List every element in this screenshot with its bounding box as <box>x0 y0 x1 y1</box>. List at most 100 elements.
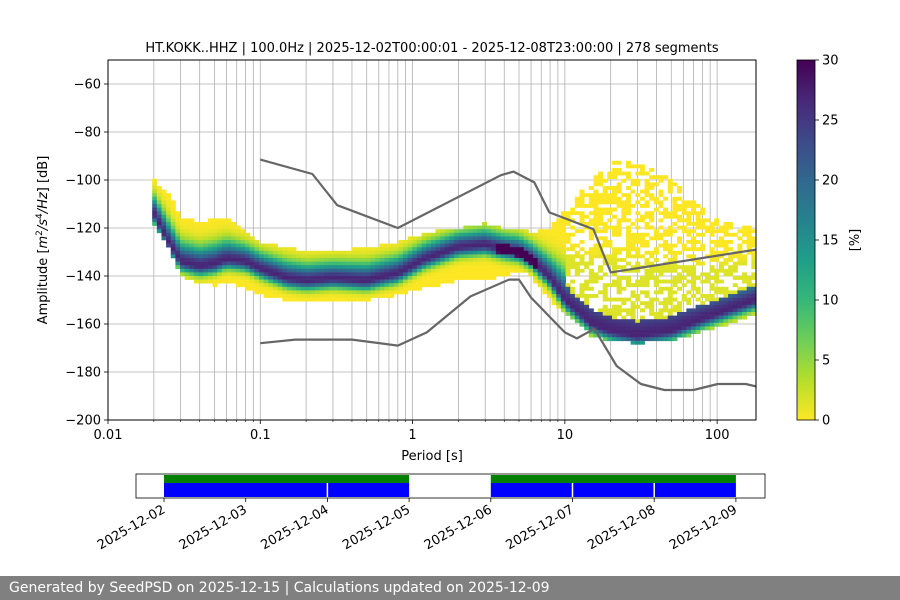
psd-cell <box>598 308 604 313</box>
psd-cell <box>533 279 539 284</box>
psd-cell <box>635 340 641 345</box>
psd-cell <box>653 290 659 295</box>
psd-cell <box>570 247 576 252</box>
psd-cell <box>700 207 706 212</box>
psd-cell <box>509 232 515 237</box>
psd-cell <box>663 240 669 244</box>
psd-cell <box>667 326 673 331</box>
psd-cell <box>649 254 655 259</box>
psd-cell <box>616 326 622 331</box>
psd-cell <box>602 319 608 324</box>
psd-cell <box>723 261 729 266</box>
psd-cell <box>249 254 255 259</box>
psd-cell <box>324 261 330 266</box>
psd-cell <box>226 250 232 255</box>
psd-cell <box>291 261 297 266</box>
psd-cell <box>737 297 743 302</box>
psd-cell <box>351 286 357 291</box>
psd-cell <box>612 225 618 230</box>
psd-cell <box>672 204 678 208</box>
psd-cell <box>537 247 543 252</box>
psd-cell <box>700 308 706 313</box>
psd-cell <box>672 211 678 216</box>
psd-cell <box>551 243 557 248</box>
psd-cell <box>602 211 608 216</box>
psd-cell <box>570 211 576 216</box>
psd-cell <box>523 268 529 273</box>
psd-cell <box>491 236 497 241</box>
psd-cell <box>402 258 409 262</box>
psd-cell <box>226 225 232 230</box>
psd-cell <box>212 247 218 252</box>
psd-cell <box>644 200 650 205</box>
psd-cell <box>519 243 525 248</box>
psd-cell <box>537 276 543 280</box>
psd-cell <box>570 232 576 237</box>
psd-cell <box>421 258 427 262</box>
psd-cell <box>686 265 692 270</box>
psd-cell <box>156 186 162 190</box>
psd-cell <box>579 304 585 309</box>
psd-cell <box>477 243 483 248</box>
psd-cell <box>672 229 678 234</box>
psd-cell <box>663 279 669 284</box>
psd-cell <box>495 261 501 266</box>
psd-cell <box>667 286 673 291</box>
psd-cell <box>217 218 223 223</box>
psd-cell <box>560 236 566 241</box>
psd-cell <box>268 283 274 288</box>
psd-cell <box>700 211 706 216</box>
psd-cell <box>361 258 367 262</box>
psd-cell <box>565 247 571 252</box>
psd-cell <box>630 178 636 183</box>
psd-cell <box>370 254 376 259</box>
y-tick-label: −160 <box>65 318 101 333</box>
psd-cell <box>718 265 724 270</box>
psd-cell <box>468 254 474 259</box>
psd-cell <box>630 222 636 226</box>
psd-cell <box>625 268 631 273</box>
psd-cell <box>681 294 687 298</box>
psd-cell <box>607 308 613 313</box>
psd-cell <box>723 247 729 252</box>
psd-cell <box>384 272 390 277</box>
psd-cell <box>542 254 548 259</box>
psd-cell <box>742 294 748 298</box>
psd-cell <box>491 243 497 248</box>
psd-cell <box>602 326 608 331</box>
psd-cell <box>658 243 664 248</box>
psd-cell <box>180 218 186 223</box>
psd-cell <box>621 286 627 291</box>
psd-cell <box>361 247 367 252</box>
psd-cell <box>537 254 543 259</box>
psd-cell <box>166 193 172 198</box>
psd-cell <box>263 265 269 270</box>
psd-cell <box>625 236 631 241</box>
psd-cell <box>356 279 362 284</box>
psd-cell <box>184 261 190 266</box>
psd-cell <box>291 272 297 277</box>
psd-cell <box>226 222 232 226</box>
psd-cell <box>732 268 738 273</box>
psd-cell <box>677 240 683 244</box>
psd-cell <box>658 193 664 198</box>
psd-cell <box>653 315 659 320</box>
psd-cell <box>328 272 334 277</box>
psd-cell <box>184 218 190 223</box>
psd-cell <box>579 261 585 266</box>
psd-cell <box>560 268 566 273</box>
psd-cell <box>282 272 288 277</box>
psd-cell <box>546 294 553 298</box>
psd-cell <box>588 229 594 234</box>
psd-cell <box>658 322 664 327</box>
psd-cell <box>365 294 371 298</box>
psd-cell <box>677 207 683 212</box>
psd-cell <box>718 250 724 255</box>
psd-cell <box>658 200 664 205</box>
psd-cell <box>184 265 190 270</box>
psd-cell <box>189 276 195 280</box>
psd-cell <box>207 254 213 259</box>
psd-cell <box>495 232 501 237</box>
psd-cell <box>235 272 241 277</box>
